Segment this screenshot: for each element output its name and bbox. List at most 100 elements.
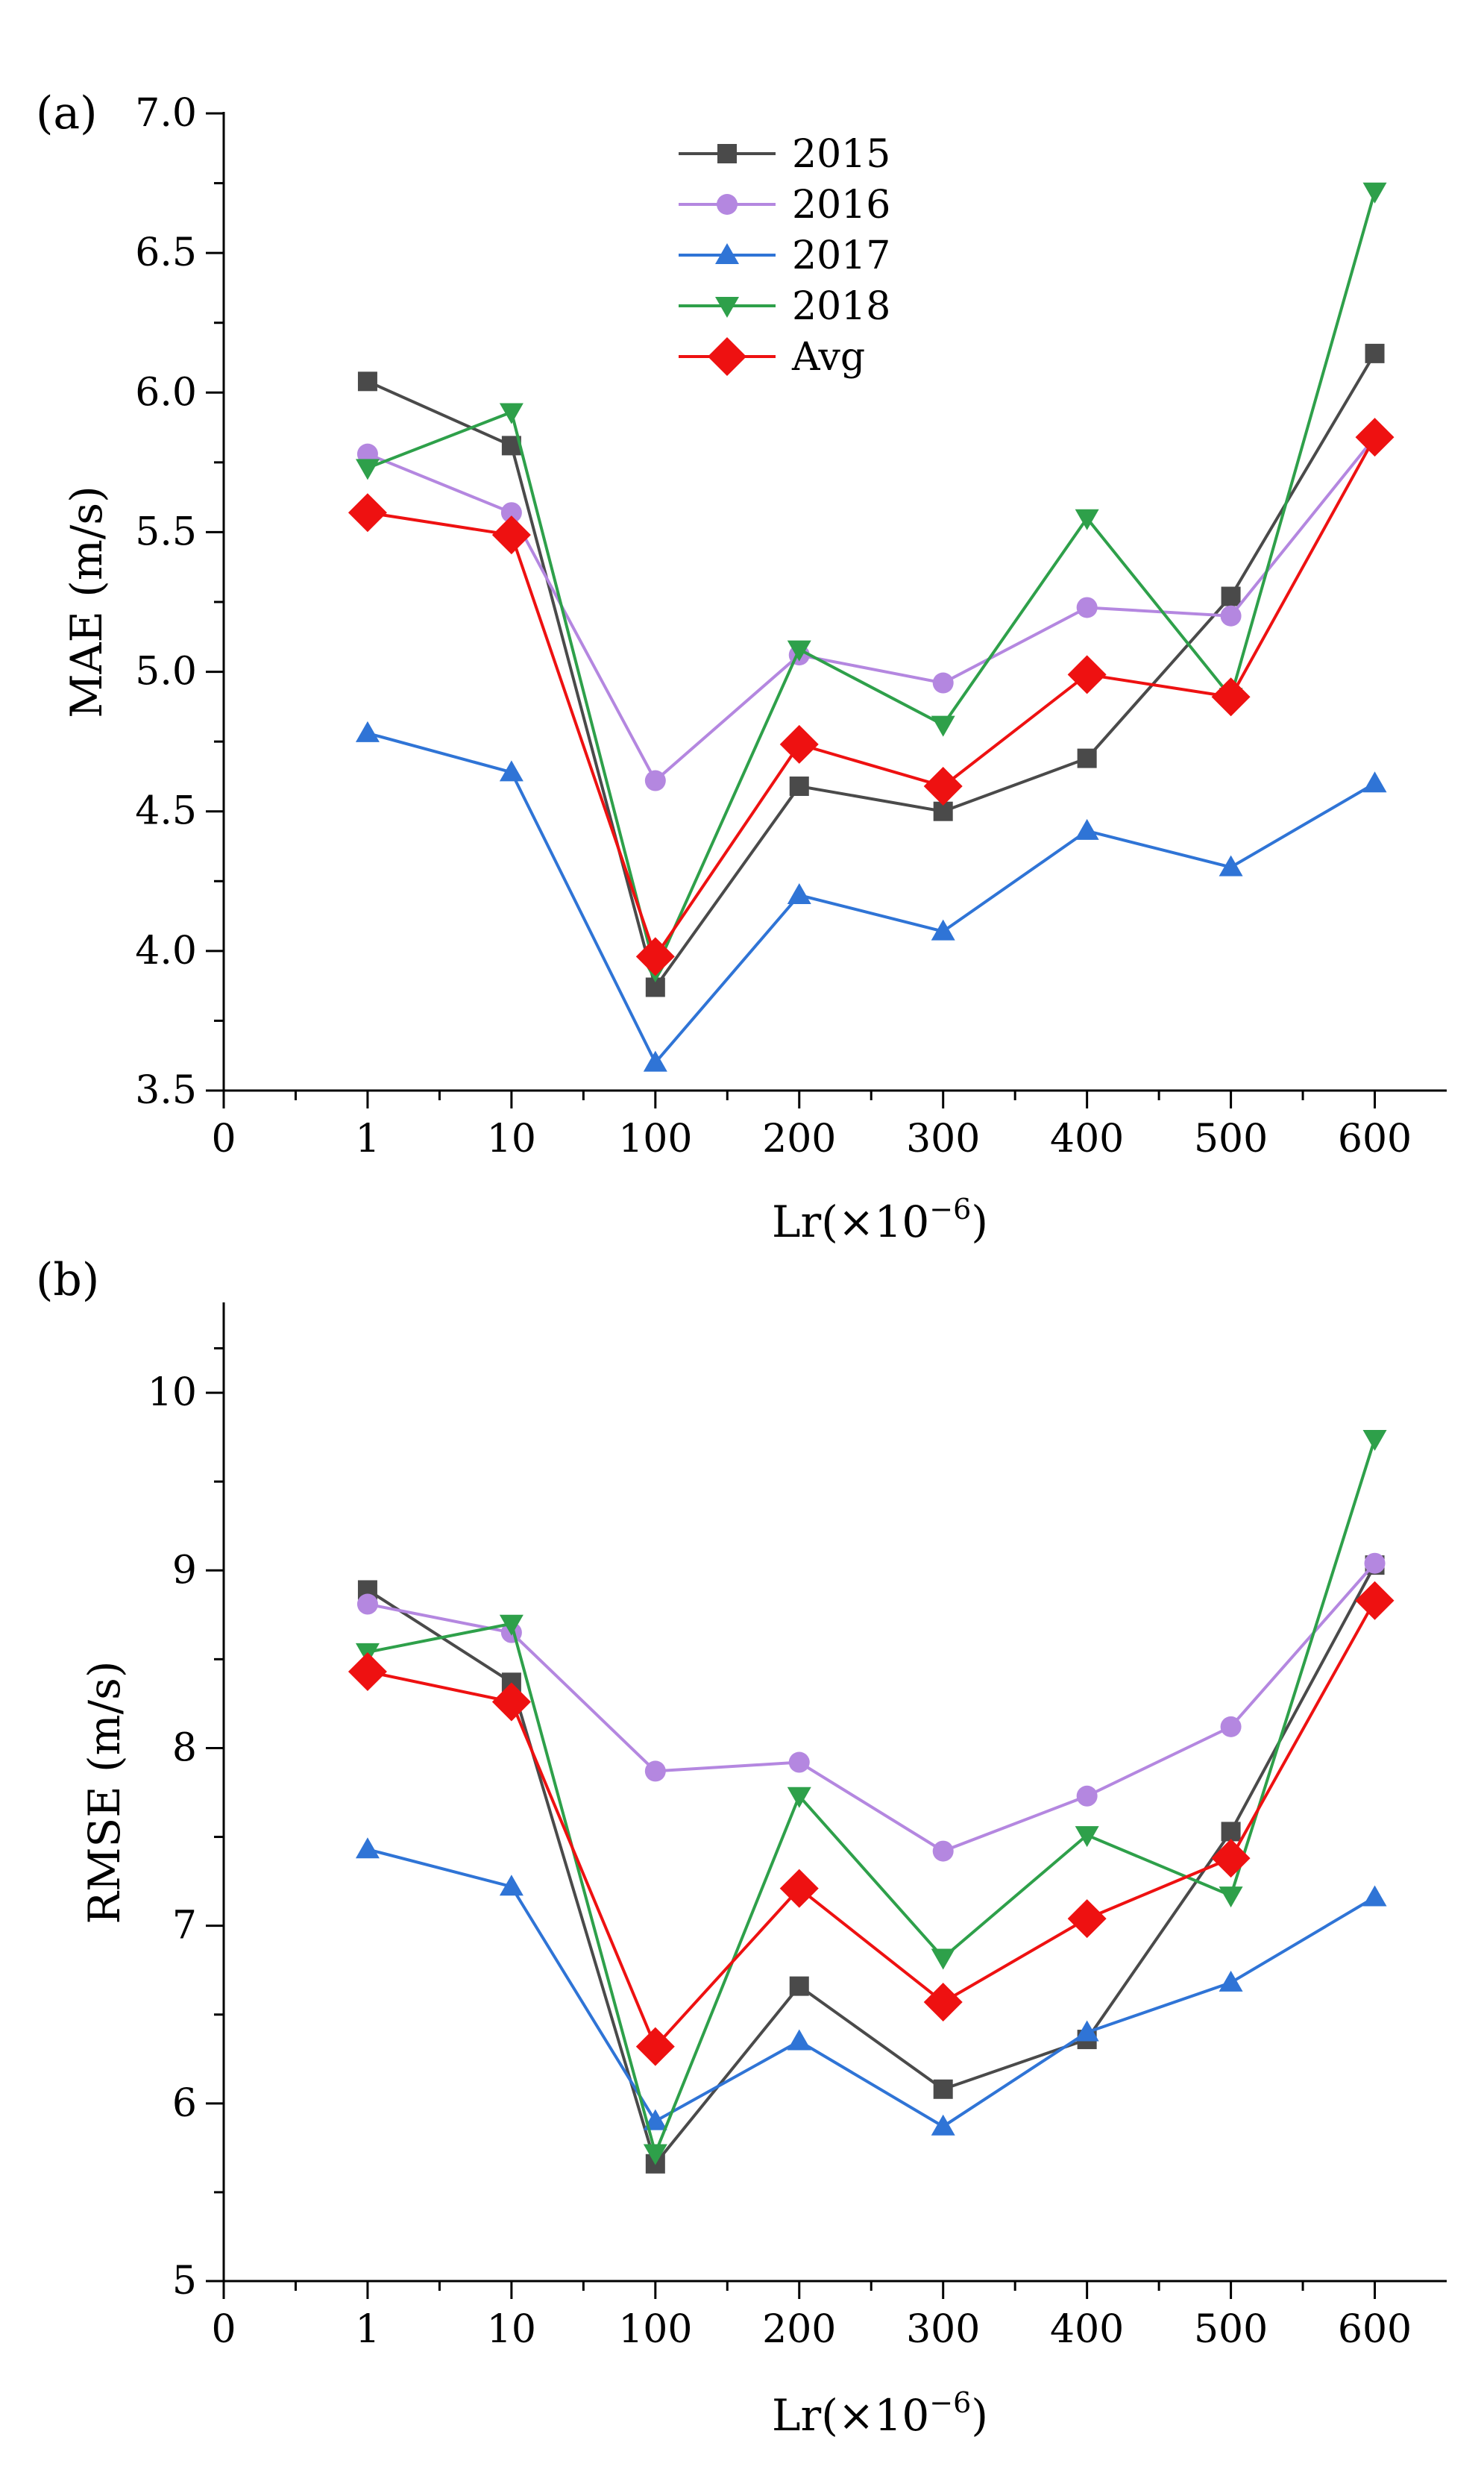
data-point-Avg	[1067, 1899, 1107, 1939]
data-point-2017	[355, 721, 380, 742]
data-point-2017	[1219, 1970, 1243, 1992]
data-point-2015	[357, 371, 377, 392]
series-line-2017	[367, 1848, 1376, 2129]
y-tick-label: 6.5	[135, 230, 197, 275]
data-point-2015	[1365, 343, 1385, 363]
x-tick-label: 600	[1338, 1117, 1412, 1161]
chart-panel-a: 3.5 4.0 4.5 5.0 5.5 6.0 6.5 7.0 0 1 10 100 200 300 400…	[36, 87, 1447, 1247]
y-tick-label: 4.0	[135, 929, 197, 973]
legend-label: Avg	[791, 335, 865, 380]
x-tick-label: 200	[762, 2307, 836, 2352]
x-axis-title: Lr(×10−6)	[772, 1193, 988, 1247]
x-tick-label: 10	[487, 2307, 536, 2352]
x-tick-label: 200	[762, 1117, 836, 1161]
panel-label: (b)	[36, 1254, 99, 1306]
y-tick-label: 10	[148, 1370, 197, 1415]
data-point-2018	[931, 1948, 955, 1970]
data-point-Avg	[1211, 1839, 1251, 1878]
data-point-Avg	[635, 2027, 675, 2066]
legend-marker	[717, 194, 738, 215]
data-point-2016	[1076, 597, 1098, 618]
series-2017	[355, 721, 1387, 1072]
y-tick-label: 4.5	[135, 789, 197, 834]
data-point-Avg	[1355, 418, 1395, 457]
data-point-2016	[644, 1760, 666, 1782]
x-tick-label: 500	[1194, 1117, 1268, 1161]
y-tick-label: 5.0	[135, 650, 197, 694]
series-2018	[355, 1430, 1387, 2165]
data-point-2016	[500, 502, 522, 524]
data-point-2018	[787, 640, 811, 662]
data-point-2017	[1362, 1885, 1387, 1907]
data-point-2017	[1075, 818, 1099, 840]
legend-label: 2018	[792, 284, 890, 329]
series-line-Avg	[367, 436, 1377, 960]
legend-label: 2016	[792, 183, 890, 228]
y-tick-label: 8	[172, 1725, 197, 1770]
data-point-Avg	[923, 1983, 963, 2022]
data-point-2017	[499, 760, 524, 782]
data-point-2017	[931, 919, 955, 941]
data-point-2015	[933, 2079, 953, 2099]
data-point-2016	[644, 770, 666, 791]
series-line-Avg	[367, 1599, 1377, 2050]
legend-marker	[715, 243, 739, 264]
data-point-2017	[931, 2114, 955, 2136]
data-point-Avg	[779, 1869, 819, 1908]
data-point-2017	[1075, 2020, 1099, 2042]
series-line-2016	[367, 436, 1377, 783]
y-axis-title: MAE (m/s)	[61, 486, 112, 718]
x-tick-label: 0	[211, 1117, 236, 1161]
data-point-2017	[499, 1875, 524, 1896]
series-line-2018	[367, 1438, 1377, 2158]
y-tick-label: 9	[172, 1548, 197, 1593]
data-point-Avg	[491, 515, 531, 555]
y-tick-label: 7.0	[135, 91, 197, 136]
data-point-2018	[355, 459, 380, 480]
x-tick-label: 1	[355, 2307, 380, 2352]
legend-marker	[717, 144, 737, 163]
legend-label: 2015	[792, 132, 890, 177]
y-axis-title: RMSE (m/s)	[79, 1660, 130, 1924]
data-point-2018	[1362, 182, 1387, 204]
series-line-2015	[367, 352, 1377, 991]
data-point-Avg	[1211, 677, 1251, 717]
data-point-Avg	[1355, 1581, 1395, 1620]
data-point-Avg	[923, 767, 963, 806]
data-point-2018	[1075, 509, 1099, 530]
data-point-Avg	[779, 724, 819, 764]
data-point-2017	[1219, 855, 1243, 876]
data-point-2017	[787, 2029, 811, 2051]
x-axis-title: Lr(×10−6)	[772, 2386, 988, 2441]
legend: 2015 2016 2017 2018 Avg	[679, 132, 890, 380]
series-2017	[355, 1837, 1387, 2136]
y-tick-label: 5.5	[135, 509, 197, 554]
y-tick-label: 6	[172, 2081, 197, 2126]
series-Avg	[348, 418, 1395, 976]
data-point-2017	[355, 1837, 380, 1859]
panel-label: (a)	[36, 87, 98, 139]
x-tick-label: 100	[618, 2307, 692, 2352]
legend-label: 2017	[792, 233, 890, 278]
data-point-Avg	[635, 937, 675, 976]
data-point-2016	[356, 1593, 378, 1615]
x-tick-label: 0	[211, 2307, 236, 2352]
x-tick-label: 400	[1050, 1117, 1124, 1161]
series-line-2017	[367, 731, 1376, 1066]
legend-marker	[715, 297, 739, 318]
data-point-2015	[789, 777, 809, 797]
data-point-2016	[1076, 1785, 1098, 1807]
y-tick-label: 3.5	[135, 1068, 197, 1113]
data-point-Avg	[1067, 655, 1107, 694]
x-tick-label: 600	[1338, 2307, 1412, 2352]
data-point-2018	[499, 403, 524, 424]
series-Avg	[348, 1581, 1395, 2066]
legend-marker	[708, 337, 746, 376]
series-2016	[356, 1552, 1386, 1862]
data-point-2015	[789, 1976, 809, 1996]
series-2015	[357, 343, 1385, 997]
x-tick-label: 300	[906, 2307, 980, 2352]
